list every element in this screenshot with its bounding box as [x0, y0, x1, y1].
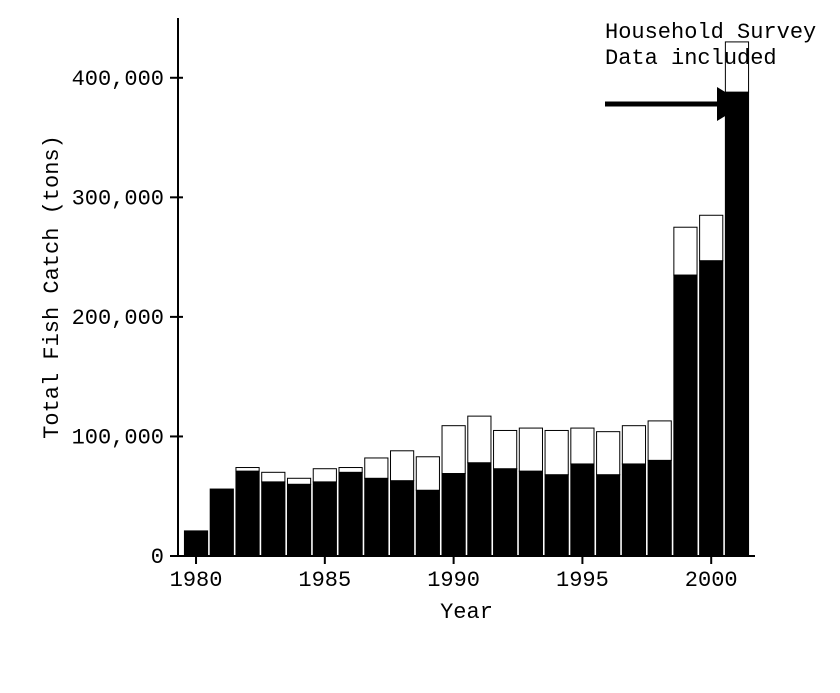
annotation-line2: Data included	[605, 46, 777, 71]
bar-hollow	[622, 426, 645, 464]
bar-filled	[622, 464, 645, 556]
y-tick-label: 400,000	[72, 67, 164, 92]
y-axis-label: Total Fish Catch (tons)	[40, 135, 65, 439]
bar-filled	[545, 475, 568, 556]
bar-hollow	[494, 430, 517, 468]
annotation-line1: Household Survey	[605, 20, 816, 45]
bar-filled	[494, 469, 517, 556]
bar-hollow	[236, 468, 259, 472]
bar-filled	[365, 478, 388, 556]
bar-hollow	[648, 421, 671, 460]
x-tick-label: 1980	[170, 568, 223, 593]
bar-filled	[519, 471, 542, 556]
bar-filled	[184, 531, 207, 556]
bar-hollow	[313, 469, 336, 482]
chart-svg: 0 100,000 200,000 300,000 400,000 1980 1985 199…	[0, 0, 840, 693]
bar-hollow	[519, 428, 542, 471]
bar-filled	[725, 92, 748, 556]
bar-hollow	[287, 478, 310, 484]
bar-hollow	[391, 451, 414, 481]
x-axis-label: Year	[440, 600, 493, 625]
bar-hollow	[571, 428, 594, 464]
bar-filled	[700, 261, 723, 556]
bar-hollow	[545, 430, 568, 474]
bar-filled	[262, 482, 285, 556]
y-tick-label: 100,000	[72, 425, 164, 450]
bar-hollow	[416, 457, 439, 490]
bar-hollow	[442, 426, 465, 474]
x-tick-label: 2000	[685, 568, 738, 593]
bar-hollow	[674, 227, 697, 275]
bar-hollow	[468, 416, 491, 463]
bar-hollow	[262, 472, 285, 482]
y-tick-label: 200,000	[72, 306, 164, 331]
bar-filled	[674, 275, 697, 556]
x-tick-label: 1985	[298, 568, 351, 593]
bar-filled	[210, 489, 233, 556]
bar-hollow	[365, 458, 388, 478]
bar-filled	[339, 472, 362, 556]
bar-filled	[571, 464, 594, 556]
bar-filled	[416, 490, 439, 556]
y-tick-label: 300,000	[72, 186, 164, 211]
bar-filled	[236, 471, 259, 556]
bar-hollow	[339, 468, 362, 473]
x-tick-label: 1995	[556, 568, 609, 593]
bar-filled	[313, 482, 336, 556]
x-tick-label: 1990	[427, 568, 480, 593]
bar-filled	[442, 474, 465, 556]
bar-hollow	[700, 215, 723, 260]
bar-filled	[597, 475, 620, 556]
y-tick-label: 0	[151, 545, 164, 570]
bar-filled	[648, 460, 671, 556]
fish-catch-chart: 0 100,000 200,000 300,000 400,000 1980 1985 199…	[0, 0, 840, 693]
bar-filled	[287, 484, 310, 556]
bar-filled	[468, 463, 491, 556]
bar-filled	[391, 481, 414, 556]
bar-hollow	[597, 432, 620, 475]
